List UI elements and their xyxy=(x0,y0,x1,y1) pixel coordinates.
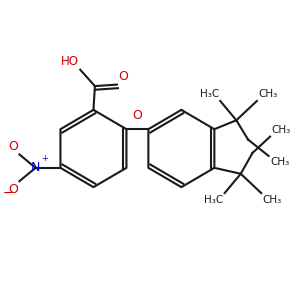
Text: O: O xyxy=(8,140,18,153)
Text: −: − xyxy=(3,187,13,200)
Text: O: O xyxy=(8,183,18,196)
Text: O: O xyxy=(133,109,142,122)
Text: +: + xyxy=(41,154,48,164)
Text: H₃C: H₃C xyxy=(204,195,223,205)
Text: H₃C: H₃C xyxy=(200,89,219,100)
Text: HO: HO xyxy=(61,55,79,68)
Text: CH₃: CH₃ xyxy=(270,158,289,167)
Text: O: O xyxy=(118,70,128,83)
Text: CH₃: CH₃ xyxy=(263,195,282,205)
Text: CH₃: CH₃ xyxy=(272,125,291,135)
Text: CH₃: CH₃ xyxy=(258,89,278,100)
Text: N: N xyxy=(31,161,40,174)
